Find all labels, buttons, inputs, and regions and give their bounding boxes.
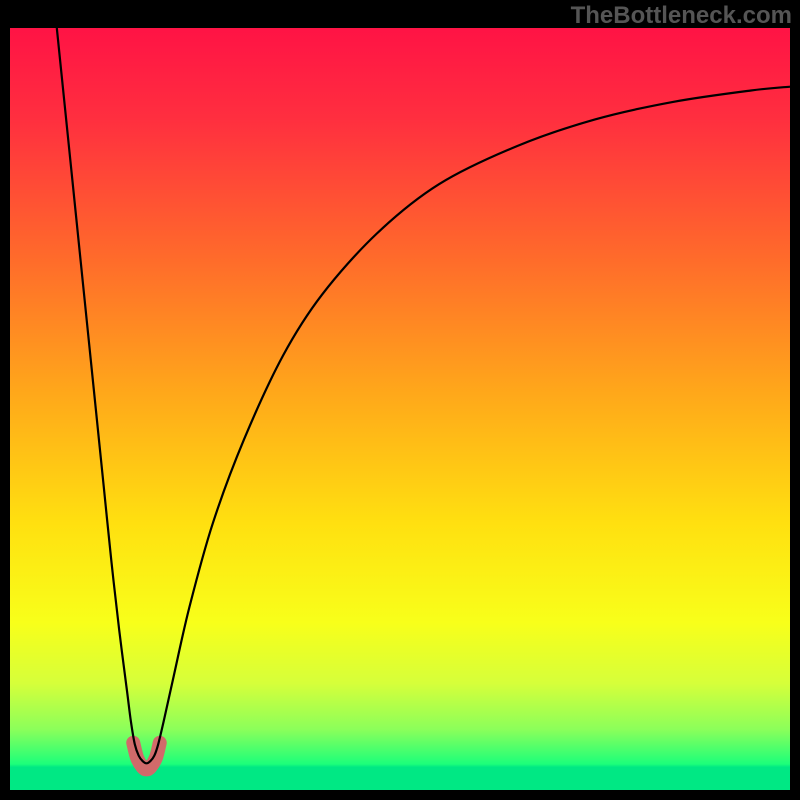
plot-background — [10, 28, 790, 790]
watermark-text: TheBottleneck.com — [571, 2, 792, 30]
bottleneck-chart — [0, 0, 800, 800]
chart-container: TheBottleneck.com — [0, 0, 800, 800]
